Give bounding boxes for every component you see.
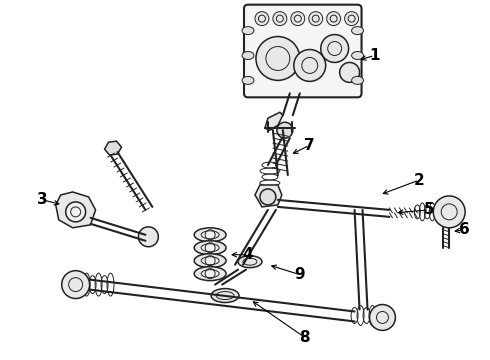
Ellipse shape [201, 257, 219, 265]
Ellipse shape [352, 76, 364, 84]
Circle shape [321, 35, 348, 62]
Text: 1: 1 [369, 48, 380, 63]
Circle shape [344, 12, 359, 26]
Ellipse shape [194, 241, 226, 255]
Circle shape [62, 271, 90, 298]
Text: 8: 8 [299, 330, 310, 345]
Polygon shape [255, 185, 282, 207]
Ellipse shape [201, 270, 219, 278]
Text: 3: 3 [37, 193, 48, 207]
Ellipse shape [352, 27, 364, 35]
FancyBboxPatch shape [244, 5, 362, 97]
Ellipse shape [242, 51, 254, 59]
Ellipse shape [238, 256, 262, 268]
Circle shape [66, 202, 86, 222]
Circle shape [256, 37, 300, 80]
Ellipse shape [201, 231, 219, 239]
Text: 2: 2 [414, 172, 425, 188]
Polygon shape [265, 112, 283, 130]
Polygon shape [104, 141, 122, 155]
Ellipse shape [194, 254, 226, 268]
Circle shape [369, 305, 395, 330]
Circle shape [260, 189, 276, 205]
Circle shape [294, 50, 326, 81]
Text: 5: 5 [424, 202, 435, 217]
Ellipse shape [194, 228, 226, 242]
Ellipse shape [211, 289, 239, 302]
Text: 6: 6 [459, 222, 469, 237]
Circle shape [277, 122, 293, 138]
Circle shape [291, 12, 305, 26]
Text: 9: 9 [294, 267, 305, 282]
Circle shape [340, 62, 360, 82]
Text: 4: 4 [243, 247, 253, 262]
Circle shape [309, 12, 323, 26]
Circle shape [433, 196, 465, 228]
Ellipse shape [242, 27, 254, 35]
Circle shape [273, 12, 287, 26]
Ellipse shape [242, 76, 254, 84]
Ellipse shape [194, 267, 226, 280]
Circle shape [138, 227, 158, 247]
Circle shape [327, 12, 341, 26]
Circle shape [255, 12, 269, 26]
Text: 7: 7 [304, 138, 315, 153]
Polygon shape [56, 192, 96, 228]
Ellipse shape [201, 244, 219, 252]
Ellipse shape [352, 51, 364, 59]
